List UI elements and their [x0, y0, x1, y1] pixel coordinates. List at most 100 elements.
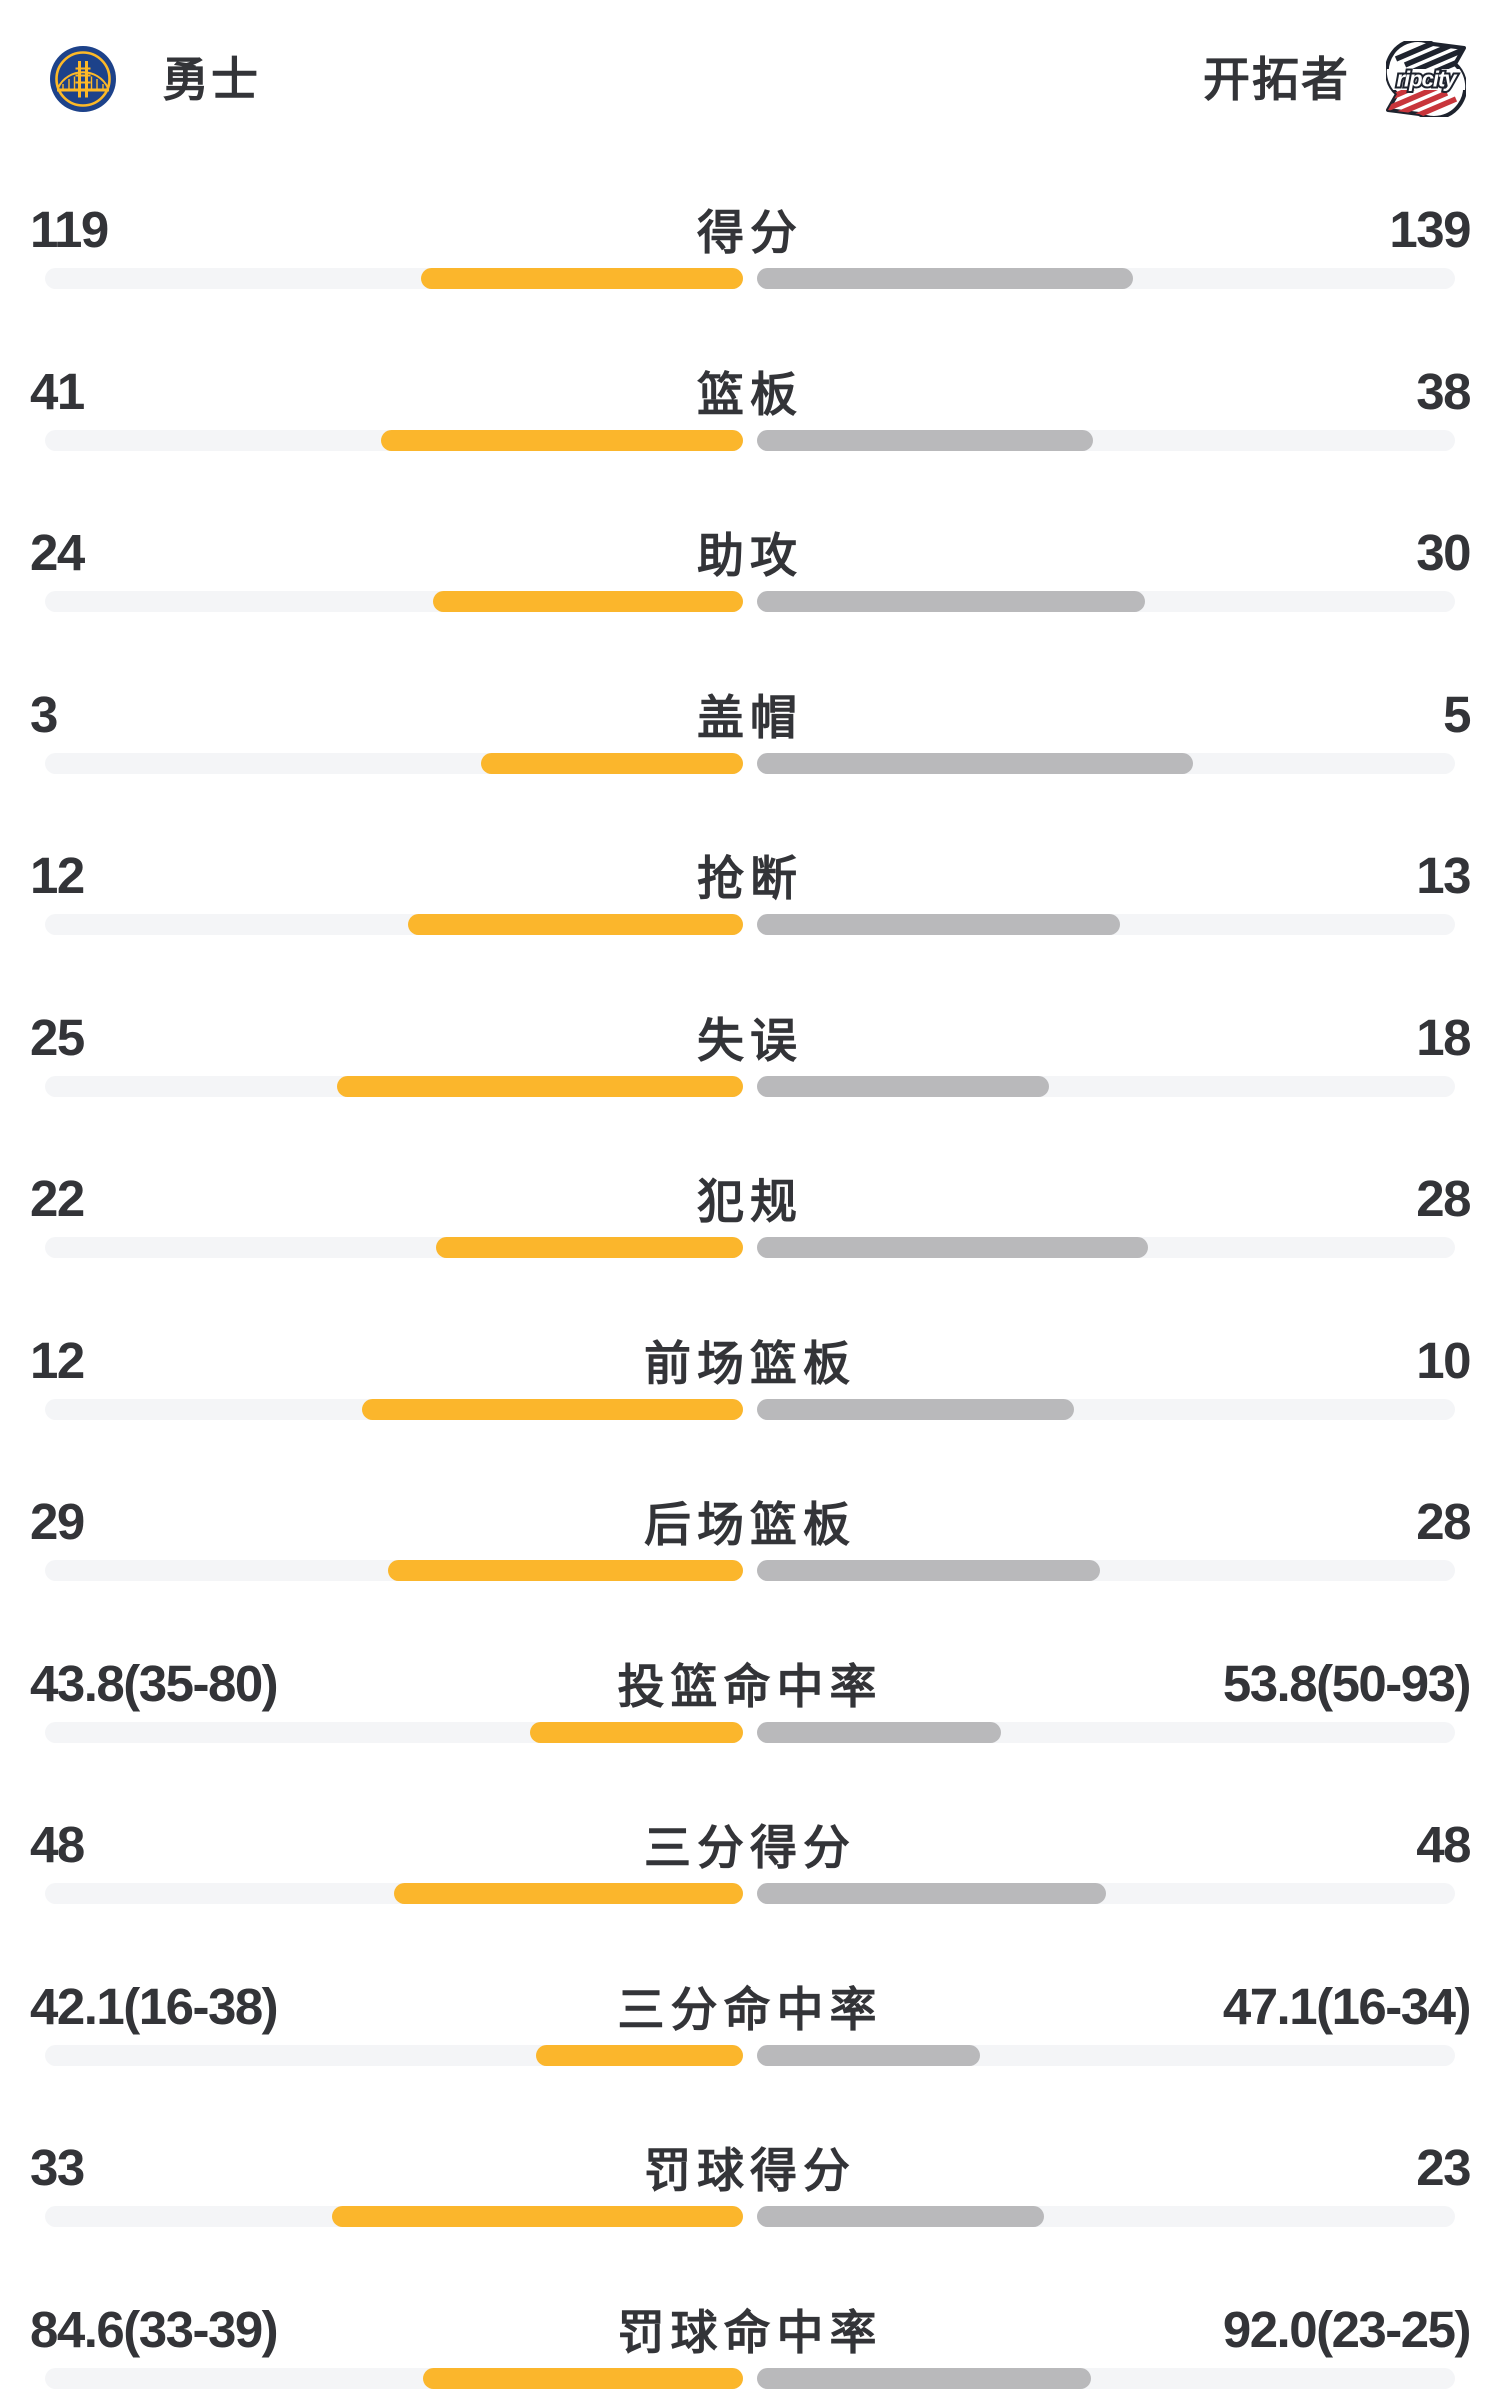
stat-line: 3 盖帽 5: [30, 689, 1471, 744]
bar-fill-left: [432, 591, 743, 612]
stat-comparison-bar: [45, 591, 1455, 612]
bar-track-right: [757, 1883, 1455, 1904]
bar-track-right: [757, 591, 1455, 612]
stat-row: 33 罚球得分 23: [0, 2054, 1500, 2227]
stat-comparison-bar: [45, 752, 1455, 774]
stat-comparison-bar: [45, 2206, 1455, 2227]
warriors-logo-icon: [50, 46, 116, 112]
stat-label: 犯规: [697, 1175, 803, 1228]
bar-fill-left: [407, 914, 743, 935]
stat-line: 41 篮板 38: [30, 362, 1471, 420]
stat-value-left: 48: [30, 1816, 85, 1873]
bar-track-left: [45, 429, 743, 451]
stat-value-right: 28: [1416, 1493, 1471, 1550]
svg-text:ripcity: ripcity: [1396, 67, 1458, 92]
stat-value-left: 119: [30, 201, 109, 258]
stat-value-left: 84.6(33-39): [30, 2300, 279, 2358]
bar-fill-right: [757, 2206, 1044, 2227]
stat-value-right: 47.1(16-34): [1222, 1977, 1472, 2035]
stat-line: 29 后场篮板 28: [30, 1493, 1471, 1551]
stat-row: 42.1(16-38) 三分命中率 47.1(16-34): [0, 1893, 1500, 2066]
stat-label: 前场篮板: [644, 1336, 856, 1390]
bar-track-left: [45, 1075, 743, 1097]
bar-track-right: [757, 1075, 1455, 1097]
stat-label: 助攻: [697, 529, 803, 582]
stat-row: 41 篮板 38: [0, 278, 1500, 451]
bar-track-right: [757, 2367, 1455, 2389]
stats-list: 119 得分 139 41 篮板 38: [0, 116, 1500, 2389]
bar-fill-left: [423, 2367, 743, 2389]
bar-fill-right: [757, 2044, 981, 2066]
bar-fill-right: [757, 1883, 1106, 1904]
stat-line: 12 抢断 13: [30, 847, 1471, 904]
bar-fill-right: [757, 1560, 1100, 1581]
stat-row: 22 犯规 28: [0, 1085, 1500, 1258]
bar-track-right: [757, 268, 1455, 289]
stat-row: 12 前场篮板 10: [0, 1247, 1500, 1420]
stat-value-left: 12: [30, 847, 85, 904]
stat-row: 29 后场篮板 28: [0, 1408, 1500, 1581]
stat-comparison-bar: [45, 429, 1455, 451]
stat-row: 48 三分得分 48: [0, 1731, 1500, 1904]
bar-fill-left: [536, 2044, 743, 2066]
stat-line: 24 助攻 30: [30, 524, 1471, 582]
stat-line: 119 得分 139: [30, 201, 1471, 259]
team-left: 勇士: [50, 46, 260, 112]
stat-line: 84.6(33-39) 罚球命中率 92.0(23-25): [30, 2300, 1472, 2358]
stat-value-left: 43.8(35-80): [30, 1654, 279, 1712]
team-right: 开拓者 ripcity: [1203, 41, 1466, 117]
bar-track-left: [45, 1398, 743, 1420]
stat-label: 投篮命中率: [617, 1659, 883, 1713]
bar-track-right: [757, 1560, 1455, 1581]
team-right-name: 开拓者: [1203, 52, 1350, 106]
stat-label: 三分得分: [644, 1821, 856, 1874]
stat-value-right: 18: [1416, 1008, 1471, 1066]
stat-value-right: 28: [1416, 1170, 1471, 1227]
bar-fill-right: [757, 2367, 1092, 2389]
stat-comparison-bar: [45, 914, 1455, 935]
stat-comparison-bar: [45, 268, 1455, 289]
stat-line: 22 犯规 28: [30, 1170, 1471, 1228]
stat-row: 25 失误 18: [0, 924, 1500, 1097]
bar-fill-left: [421, 268, 743, 289]
stat-value-left: 22: [30, 1170, 85, 1227]
stat-line: 12 前场篮板 10: [30, 1335, 1471, 1390]
bar-fill-left: [331, 2206, 743, 2227]
bar-track-right: [757, 1237, 1455, 1258]
bar-track-left: [45, 752, 743, 774]
stat-comparison-bar: [45, 1237, 1455, 1258]
stat-value-right: 38: [1416, 362, 1471, 420]
bar-track-right: [757, 2206, 1455, 2227]
bar-fill-left: [394, 1883, 743, 1904]
header: 勇士 开拓者: [50, 41, 1466, 117]
bar-track-left: [45, 2206, 743, 2227]
stat-line: 42.1(16-38) 三分命中率 47.1(16-34): [30, 1977, 1472, 2036]
stat-label: 得分: [697, 206, 803, 259]
blazers-ripcity-logo-icon: ripcity: [1386, 41, 1466, 117]
stat-value-left: 41: [30, 362, 85, 420]
stat-label: 盖帽: [697, 690, 803, 744]
stat-value-left: 25: [30, 1008, 85, 1066]
stat-value-right: 30: [1416, 524, 1471, 581]
stat-value-right: 13: [1416, 847, 1471, 904]
bar-fill-left: [337, 1075, 743, 1097]
stat-row: 24 助攻 30: [0, 439, 1500, 612]
bar-track-right: [757, 1721, 1455, 1743]
stat-value-right: 92.0(23-25): [1222, 2300, 1472, 2358]
stat-label: 三分命中率: [617, 1982, 883, 2036]
stat-value-left: 29: [30, 1493, 85, 1550]
bar-fill-left: [530, 1721, 743, 1743]
stat-label: 罚球得分: [644, 2144, 856, 2197]
bar-track-left: [45, 1883, 743, 1904]
stat-row: 84.6(33-39) 罚球命中率 92.0(23-25): [0, 2216, 1500, 2389]
stat-label: 失误: [697, 1013, 803, 1067]
stat-value-left: 33: [30, 2139, 85, 2196]
bar-track-left: [45, 1721, 743, 1743]
stat-label: 后场篮板: [644, 1498, 856, 1551]
bar-track-right: [757, 2044, 1455, 2066]
stat-row: 43.8(35-80) 投篮命中率 53.8(50-93): [0, 1570, 1500, 1743]
bar-track-right: [757, 1398, 1455, 1420]
bar-fill-left: [362, 1398, 743, 1420]
bar-fill-right: [757, 429, 1093, 451]
